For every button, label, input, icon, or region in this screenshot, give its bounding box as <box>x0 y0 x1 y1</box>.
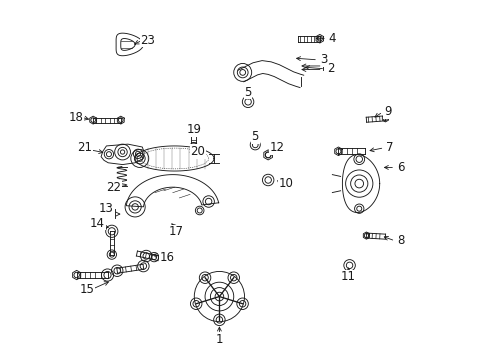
Text: 21: 21 <box>77 141 92 154</box>
Text: 7: 7 <box>385 141 393 154</box>
Text: 12: 12 <box>269 141 284 154</box>
Text: 17: 17 <box>168 225 183 238</box>
Text: 4: 4 <box>328 32 335 45</box>
Text: 11: 11 <box>340 270 355 283</box>
Text: 8: 8 <box>396 234 404 247</box>
Text: 19: 19 <box>186 123 202 136</box>
Text: 23: 23 <box>140 33 155 47</box>
Text: 18: 18 <box>68 111 83 124</box>
Text: 3: 3 <box>319 53 326 66</box>
Text: 13: 13 <box>99 202 114 215</box>
Text: 20: 20 <box>190 145 205 158</box>
Text: 15: 15 <box>79 283 94 296</box>
Text: 5: 5 <box>251 130 259 144</box>
Text: 5: 5 <box>244 86 251 99</box>
Text: 22: 22 <box>106 181 121 194</box>
Text: 2: 2 <box>326 62 334 75</box>
Text: 9: 9 <box>384 105 391 118</box>
Text: 16: 16 <box>160 251 175 264</box>
Text: 1: 1 <box>215 333 223 346</box>
Text: 6: 6 <box>396 161 404 174</box>
Text: 14: 14 <box>90 216 105 230</box>
Text: 10: 10 <box>278 177 293 190</box>
